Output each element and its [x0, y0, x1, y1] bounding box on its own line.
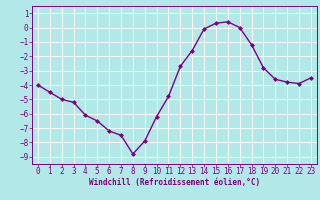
X-axis label: Windchill (Refroidissement éolien,°C): Windchill (Refroidissement éolien,°C) — [89, 178, 260, 187]
